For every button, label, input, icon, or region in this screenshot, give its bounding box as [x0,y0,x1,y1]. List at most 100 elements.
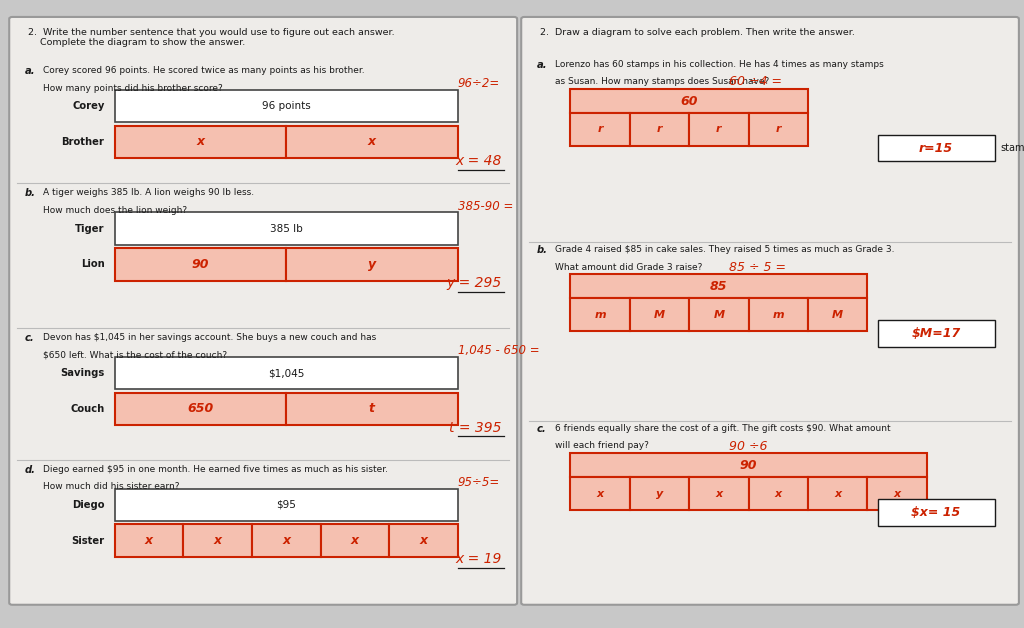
Bar [115,489,458,521]
Text: will each friend pay?: will each friend pay? [555,441,649,450]
Text: Corey: Corey [72,101,104,111]
Text: 96÷2=: 96÷2= [458,77,500,90]
Text: r=15: r=15 [919,142,953,154]
Bar [878,499,995,526]
Text: What amount did Grade 3 raise?: What amount did Grade 3 raise? [555,263,702,271]
Text: 90: 90 [191,258,209,271]
Text: M: M [654,310,665,320]
Text: M: M [833,310,843,320]
Text: Brother: Brother [61,137,104,147]
Text: y: y [368,258,376,271]
Bar [689,298,749,331]
Text: 1,045 - 650 =: 1,045 - 650 = [458,344,540,357]
Text: x: x [597,489,603,499]
Bar [630,113,689,146]
Text: x = 48: x = 48 [456,154,502,168]
Text: 385-90 =: 385-90 = [458,200,513,213]
Bar [749,113,808,146]
Text: Grade 4 raised $85 in cake sales. They raised 5 times as much as Grade 3.: Grade 4 raised $85 in cake sales. They r… [555,245,895,254]
Text: a.: a. [25,66,35,76]
Text: 60: 60 [680,95,698,107]
Text: How many points did his brother score?: How many points did his brother score? [43,84,223,92]
Bar [115,392,287,425]
Text: Complete the diagram to show the answer.: Complete the diagram to show the answer. [28,38,245,46]
Text: Sister: Sister [72,536,104,546]
Bar [183,524,252,557]
Text: r: r [775,124,781,134]
Text: 96 points: 96 points [262,101,310,111]
Bar [321,524,389,557]
Bar [570,477,630,510]
Text: A tiger weighs 385 lb. A lion weighs 90 lb less.: A tiger weighs 385 lb. A lion weighs 90 … [43,188,254,197]
Text: How much does the lion weigh?: How much does the lion weigh? [43,206,187,215]
Text: a.: a. [537,60,547,70]
Text: Tiger: Tiger [75,224,104,234]
Text: 90 ÷6: 90 ÷6 [729,440,768,453]
Text: r: r [597,124,603,134]
Text: 85: 85 [710,280,728,293]
Bar [630,477,689,510]
Text: M: M [714,310,724,320]
Text: x: x [145,534,153,547]
Text: x: x [197,136,205,148]
Text: t: t [369,403,375,415]
Text: x: x [716,489,722,499]
Bar [808,298,867,331]
Text: $95: $95 [276,500,296,510]
Text: x: x [214,534,221,547]
Text: t = 395: t = 395 [450,421,502,435]
Bar [749,298,808,331]
Bar [115,524,183,557]
Text: Diego earned $95 in one month. He earned five times as much as his sister.: Diego earned $95 in one month. He earned… [43,465,388,474]
Text: $M=17: $M=17 [911,327,961,340]
Bar [570,89,808,113]
Bar [808,477,867,510]
Text: Couch: Couch [71,404,104,414]
Bar [115,126,287,158]
Text: $1,045: $1,045 [268,368,304,378]
Text: 2.  Write the number sentence that you would use to figure out each answer.: 2. Write the number sentence that you wo… [28,28,394,37]
Text: b.: b. [25,188,36,198]
Text: m: m [772,310,784,320]
Bar [878,320,995,347]
Text: b.: b. [537,245,548,255]
Bar [689,113,749,146]
Text: $650 left. What is the cost of the couch?: $650 left. What is the cost of the couch… [43,350,227,359]
Text: 385 lb: 385 lb [270,224,302,234]
Bar [115,248,287,281]
Text: Diego: Diego [72,500,104,510]
Text: 90: 90 [739,459,758,472]
Bar [570,298,630,331]
Text: x: x [283,534,290,547]
Bar [115,357,458,389]
Bar [287,392,458,425]
Bar [878,135,995,161]
Bar [689,477,749,510]
FancyBboxPatch shape [9,17,517,605]
Text: 85 ÷ 5 =: 85 ÷ 5 = [729,261,786,274]
Text: x: x [420,534,427,547]
Bar [570,113,630,146]
Text: x = 19: x = 19 [456,553,502,566]
Bar [287,126,458,158]
Bar [570,274,867,298]
Text: 650: 650 [187,403,214,415]
Text: r: r [656,124,663,134]
Text: r: r [716,124,722,134]
Text: 95÷5=: 95÷5= [458,476,500,489]
Text: y = 295: y = 295 [446,276,502,290]
Text: m: m [594,310,606,320]
Bar [115,212,458,245]
Text: x: x [775,489,781,499]
Bar [570,453,927,477]
Bar [252,524,321,557]
Bar [630,298,689,331]
Text: How much did his sister earn?: How much did his sister earn? [43,482,179,491]
Text: Lion: Lion [81,259,104,269]
Text: 6 friends equally share the cost of a gift. The gift costs $90. What amount: 6 friends equally share the cost of a gi… [555,424,891,433]
Text: 60 ÷4 =: 60 ÷4 = [729,75,782,89]
Bar [867,477,927,510]
Bar [287,248,458,281]
Text: Corey scored 96 points. He scored twice as many points as his brother.: Corey scored 96 points. He scored twice … [43,66,365,75]
Text: c.: c. [537,424,546,434]
